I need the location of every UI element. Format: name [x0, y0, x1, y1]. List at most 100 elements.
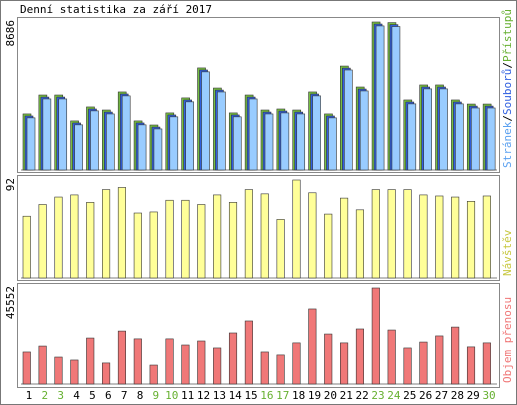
bar [435, 195, 444, 279]
bar [455, 103, 464, 171]
bar [264, 113, 274, 171]
x-tick-label: 27 [435, 389, 448, 402]
bar [324, 213, 333, 279]
bar [22, 351, 31, 385]
bar [451, 196, 460, 279]
bar [403, 189, 412, 279]
bar [355, 209, 365, 279]
bar [419, 341, 428, 385]
x-tick-label: 11 [181, 389, 194, 402]
x-tick-label: 29 [467, 389, 480, 402]
bar [137, 124, 147, 171]
bar [86, 202, 95, 279]
x-tick-label: 17 [276, 389, 289, 402]
bar [165, 199, 174, 279]
x-tick-label: 23 [371, 389, 384, 402]
bar [308, 192, 317, 279]
bar [22, 215, 31, 279]
bar [213, 347, 222, 385]
x-tick-label: 28 [451, 389, 464, 402]
bar [387, 189, 396, 279]
bar [296, 113, 306, 171]
bar [74, 124, 83, 171]
bar [248, 98, 258, 171]
bar [371, 189, 380, 279]
bar [340, 342, 349, 385]
x-tick-label: 2 [41, 389, 48, 402]
x-tick-label: 21 [340, 389, 353, 402]
bar [133, 338, 142, 385]
bar [312, 95, 321, 171]
x-tick-label: 13 [213, 389, 226, 402]
bar [106, 113, 115, 171]
bar [391, 26, 401, 171]
bar [292, 342, 301, 385]
legend-separator: / [501, 115, 514, 122]
bar [340, 197, 349, 279]
legend-separator: / [501, 62, 514, 69]
bar [181, 344, 190, 385]
bar [423, 88, 432, 171]
x-tick-label: 18 [292, 389, 305, 402]
bar [197, 204, 206, 279]
bar [58, 98, 68, 171]
x-tick-label: 9 [153, 389, 160, 402]
bar [197, 340, 206, 385]
panel [17, 283, 500, 388]
x-tick-label: 3 [57, 389, 64, 402]
x-tick-label: 15 [244, 389, 257, 402]
bar [451, 326, 460, 385]
bar [153, 128, 163, 171]
bar [38, 204, 47, 279]
bar [117, 330, 126, 385]
bar [228, 202, 238, 279]
bar [407, 103, 417, 171]
bar [387, 329, 396, 385]
bar [482, 195, 491, 279]
y-tick-label: 8686 [4, 20, 17, 47]
bar [260, 351, 269, 385]
bar [439, 88, 448, 171]
legend: Návštěv [501, 229, 514, 276]
bar [435, 335, 444, 385]
bar [228, 332, 238, 385]
bar [54, 196, 63, 279]
x-tick-label: 30 [482, 389, 495, 402]
x-tick-label: 20 [324, 389, 337, 402]
x-tick-label: 16 [260, 389, 273, 402]
bar [213, 194, 222, 279]
bar [149, 211, 158, 279]
legend-entry: Návštěv [501, 229, 514, 276]
x-tick-label: 19 [308, 389, 321, 402]
bar [70, 194, 79, 279]
bar [308, 308, 317, 385]
x-tick-label: 24 [387, 389, 401, 402]
bar [482, 342, 491, 385]
bar [86, 337, 95, 385]
x-tick-label: 1 [26, 389, 33, 402]
legend: Objem přenosu [501, 297, 514, 383]
bar [244, 320, 253, 385]
chart-title: Denní statistika za září 2017 [20, 3, 212, 16]
x-tick-label: 8 [137, 389, 144, 402]
panel [17, 175, 500, 281]
bar [70, 359, 79, 385]
bar [466, 201, 476, 279]
legend: Stránek/Souborů/Přístupů [501, 9, 514, 168]
bar [276, 354, 285, 385]
bar [419, 194, 428, 279]
bar [466, 346, 476, 385]
bar [26, 117, 36, 171]
bar [292, 179, 301, 279]
bar [102, 189, 111, 279]
bar [133, 212, 142, 279]
bar [102, 362, 111, 385]
y-tick-label: 92 [4, 178, 17, 191]
bar [185, 101, 194, 171]
bar [42, 98, 52, 171]
bar [201, 71, 210, 171]
x-tick-label: 10 [165, 389, 178, 402]
legend-entry: Přístupů [501, 9, 514, 62]
